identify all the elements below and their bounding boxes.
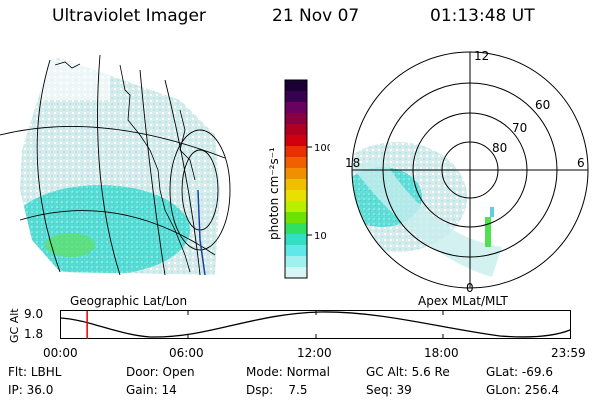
colorbar: 100 10 photon cm⁻²s⁻¹	[267, 79, 330, 279]
gain-value: 14	[161, 383, 177, 397]
mode-label: Mode:	[246, 365, 283, 379]
geographic-map	[0, 54, 231, 276]
gain-label: Gain:	[126, 383, 158, 397]
glat-label: GLat:	[486, 365, 519, 379]
colorbar-cell	[285, 168, 307, 180]
mlt-label-6: 6	[577, 156, 585, 170]
right-panel-caption: Apex MLat/MLT	[418, 294, 508, 308]
colorbar-cell	[285, 223, 307, 235]
info-ip: IP: 36.0	[8, 383, 53, 397]
altitude-xtick-0: 00:00	[43, 346, 78, 360]
lat-label-80: 80	[492, 141, 507, 155]
colorbar-cell	[285, 80, 307, 92]
dsp-label: Dsp:	[246, 383, 274, 397]
colorbar-cell	[285, 256, 307, 268]
altitude-ytick-top: 9.0	[24, 307, 44, 321]
polar-plot: 12 18 6 0 60 70 80	[345, 49, 589, 295]
altitude-xtick-1: 06:00	[169, 346, 204, 360]
colorbar-cell	[285, 124, 307, 136]
colorbar-cell	[285, 146, 307, 158]
ip-value: 36.0	[26, 383, 54, 397]
colorbar-cell	[285, 212, 307, 224]
flt-value: LBHL	[30, 365, 62, 379]
door-label: Door:	[126, 365, 159, 379]
colorbar-cell	[285, 234, 307, 246]
colorbar-unit-label: photon cm⁻²s⁻¹	[267, 147, 281, 240]
auroral-image-left	[20, 58, 220, 275]
info-door: Door: Open	[126, 365, 195, 379]
seq-label: Seq:	[366, 383, 393, 397]
info-glat: GLat: -69.6	[486, 365, 553, 379]
altitude-ylabel-wrap: GC Alt	[8, 305, 22, 345]
mlt-label-0: 0	[466, 281, 474, 295]
glat-value: -69.6	[521, 365, 553, 379]
date-label: 21 Nov 07	[272, 6, 360, 26]
altitude-xtick-4: 23:59	[551, 346, 586, 360]
colorbar-cell	[285, 190, 307, 202]
colorbar-cell	[285, 157, 307, 169]
colorbar-cell	[285, 201, 307, 213]
lat-label-60: 60	[535, 98, 550, 112]
gcalt-label: GC Alt:	[366, 365, 408, 379]
seq-value: 39	[396, 383, 412, 397]
info-seq: Seq: 39	[366, 383, 412, 397]
info-gain: Gain: 14	[126, 383, 177, 397]
terminator-line	[197, 189, 206, 276]
colorbar-cell	[285, 102, 307, 114]
colorbar-cell	[285, 113, 307, 125]
ip-label: IP:	[8, 383, 23, 397]
coastline	[54, 61, 196, 273]
colorbar-cell	[285, 91, 307, 103]
glon-label: GLon:	[486, 383, 521, 397]
info-mode: Mode: Normal	[246, 365, 330, 379]
colorbar-tick-10: 10	[314, 231, 327, 242]
altitude-xtick-3: 18:00	[424, 346, 459, 360]
altitude-xtick-2: 12:00	[297, 346, 332, 360]
colorbar-cell	[285, 245, 307, 257]
colorbar-tick-100: 100	[314, 143, 330, 154]
flt-label: Flt:	[8, 365, 27, 379]
time-label: 01:13:48 UT	[430, 6, 535, 26]
info-gcalt: GC Alt: 5.6 Re	[366, 365, 450, 379]
altitude-ylabel: GC Alt	[8, 308, 21, 343]
gcalt-value: 5.6 Re	[411, 365, 450, 379]
polar-grid	[351, 51, 589, 289]
left-panel-caption: Geographic Lat/Lon	[70, 294, 188, 308]
mlt-label-12: 12	[474, 49, 489, 63]
colorbar-cell	[285, 135, 307, 147]
dsp-value: 7.5	[288, 383, 308, 397]
info-dsp: Dsp: 7.5	[246, 383, 308, 397]
altitude-curve	[60, 311, 571, 338]
colorbar-cell	[285, 179, 307, 191]
info-flt: Flt: LBHL	[8, 365, 61, 379]
instrument-title: Ultraviolet Imager	[52, 6, 206, 26]
altitude-ytick-bottom: 1.8	[24, 327, 44, 341]
altitude-plot	[60, 310, 571, 339]
lat-lon-grid	[0, 54, 231, 276]
mlt-label-18: 18	[345, 156, 360, 170]
lat-label-70: 70	[512, 121, 527, 135]
colorbar-cell	[285, 267, 307, 279]
glon-value: 256.4	[524, 383, 559, 397]
info-glon: GLon: 256.4	[486, 383, 559, 397]
door-value: Open	[162, 365, 195, 379]
mode-value: Normal	[286, 365, 330, 379]
colorbar-cells	[285, 80, 307, 279]
